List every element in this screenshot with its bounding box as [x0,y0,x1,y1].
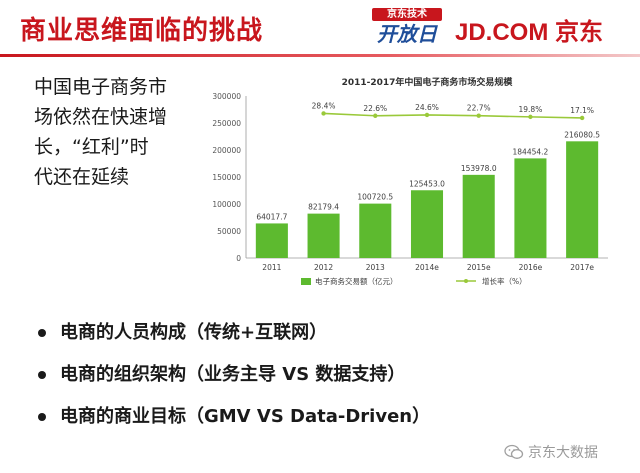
x-tick-label: 2012 [314,263,333,272]
bar [359,203,392,258]
logo-tech-top: 京东技术 [372,8,442,21]
growth-point [373,113,378,118]
legend-label: 增长率（%） [482,276,527,286]
y-tick-label: 200000 [212,146,241,155]
bullet-text: 电商的商业目标（GMV VS Data-Driven） [60,406,431,427]
wechat-icon [504,444,524,459]
bullet-dot-icon [38,371,46,379]
growth-point [476,113,481,118]
y-tick-label: 150000 [212,173,241,182]
growth-point [321,111,326,116]
jd-com-logo: JD.COM 京东 [455,19,604,46]
bar-value-label: 100720.5 [357,193,393,202]
x-tick-label: 2013 [366,263,385,272]
logo-tech-bottom: 开放日 [377,22,437,46]
growth-value-label: 22.6% [363,104,387,113]
growth-point [424,112,430,118]
bar-value-label: 125453.0 [409,179,445,188]
bar [410,190,444,258]
lead-line: 中国电子商务市 [34,76,168,98]
y-tick-label: 100000 [212,200,241,209]
lead-text: 中国电子商务市 场依然在快速增 长，“红利”时 代还在延续 [34,72,194,192]
lead-line: 代还在延续 [34,166,130,188]
growth-value-label: 22.7% [467,104,491,113]
bar-value-label: 153978.0 [461,164,497,173]
watermark: 京东大数据 [504,440,598,464]
bar-value-label: 216080.5 [564,130,600,139]
y-tick-label: 0 [236,254,241,263]
growth-point [579,115,585,121]
ecommerce-market-chart: 2011-2017年中国电子商务市场交易规模 300000 250000 200000… [212,76,608,286]
legend-swatch-point [464,279,468,283]
x-tick-label: 2016e [519,263,543,272]
bar [307,213,340,258]
growth-value-label: 28.4% [312,101,336,110]
chart-title: 2011-2017年中国电子商务市场交易规模 [342,76,514,88]
bullet-list: 电商的人员构成（传统+互联网） 电商的组织架构（业务主导 VS 数据支持） 电商… [38,312,598,438]
bar-value-label: 82179.4 [308,203,339,212]
y-tick-label: 300000 [212,92,241,101]
growth-value-label: 24.6% [415,103,439,112]
bullet-dot-icon [38,329,46,337]
bullet-item: 电商的组织架构（业务主导 VS 数据支持） [38,354,598,396]
y-tick-label: 250000 [212,119,241,128]
slide-title: 商业思维面临的挑战 [20,16,264,46]
legend-swatch-bars [301,278,311,285]
bullet-dot-icon [38,413,46,421]
watermark-text: 京东大数据 [528,445,598,461]
x-tick-label: 2014e [415,263,439,272]
bar-value-label: 184454.2 [513,147,549,156]
x-tick-label: 2015e [467,263,491,272]
lead-line: 长，“红利”时 [34,136,149,158]
bar-value-label: 64017.7 [256,212,287,221]
legend-label: 电子商务交易额（亿元） [315,276,398,286]
bar [514,158,547,258]
growth-value-label: 19.8% [519,105,543,114]
bar [566,141,599,258]
growth-value-label: 17.1% [570,106,594,115]
bar [462,174,495,258]
x-tick-label: 2011 [262,263,281,272]
bullet-item: 电商的商业目标（GMV VS Data-Driven） [38,396,598,438]
title-divider [0,54,640,57]
growth-point [528,114,533,120]
bar [255,223,288,258]
jd-tech-open-day-logo: 京东技术 开放日 [372,8,442,46]
x-tick-label: 2017e [570,263,594,272]
bullet-item: 电商的人员构成（传统+互联网） [38,312,598,354]
growth-line [323,112,583,119]
bullet-text: 电商的人员构成（传统+互联网） [60,322,328,343]
lead-line: 场依然在快速增 [34,106,168,128]
bullet-text: 电商的组织架构（业务主导 VS 数据支持） [60,364,406,385]
y-tick-label: 50000 [217,227,241,236]
